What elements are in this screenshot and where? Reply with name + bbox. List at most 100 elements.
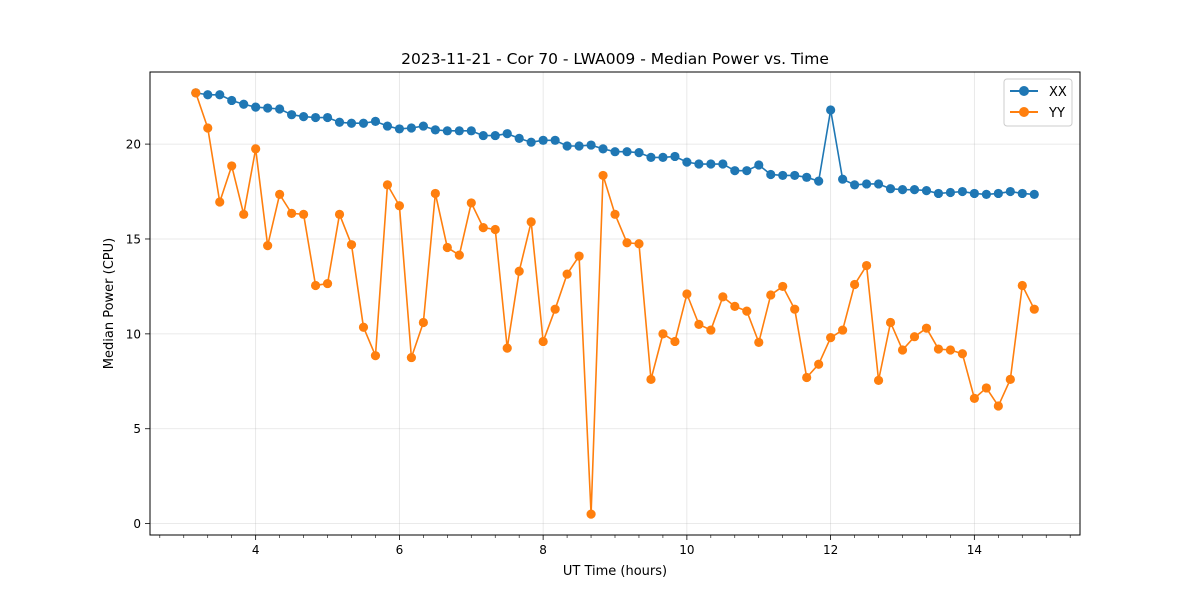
legend: XX YY (1003, 78, 1073, 127)
data-point-xx (646, 152, 656, 162)
data-point-xx (370, 116, 381, 126)
data-point-yy (598, 170, 608, 181)
data-point-xx (574, 141, 584, 151)
data-point-yy (562, 269, 572, 279)
x-tick-label: 4 (252, 543, 260, 557)
data-point-xx (562, 141, 572, 151)
data-point-xx (227, 95, 237, 106)
data-point-yy (885, 317, 896, 328)
data-point-yy (251, 144, 261, 154)
data-point-yy (873, 375, 884, 385)
data-point-xx (442, 126, 452, 136)
data-point-yy (382, 180, 393, 190)
data-point-yy (1029, 304, 1039, 314)
data-point-xx (622, 147, 632, 157)
data-point-xx (526, 137, 536, 147)
data-point-xx (454, 126, 464, 136)
data-point-xx (1017, 188, 1027, 199)
data-point-xx (514, 133, 524, 144)
plot-frame (149, 71, 1081, 536)
data-point-xx (382, 121, 393, 131)
y-axis: 0 5 10 15 20 (126, 138, 150, 531)
data-point-xx (430, 125, 440, 135)
data-point-xx (586, 140, 596, 150)
data-point-yy (945, 345, 956, 355)
data-point-xx (742, 166, 752, 176)
data-point-xx (766, 169, 776, 180)
data-point-xx (310, 112, 321, 123)
data-point-xx (502, 129, 512, 139)
data-point-xx (239, 99, 249, 109)
data-point-yy (909, 332, 920, 342)
data-point-xx (802, 172, 812, 182)
data-point-yy (191, 88, 201, 98)
data-point-xx (885, 184, 896, 194)
data-point-yy (502, 343, 512, 353)
data-point-yy (490, 224, 500, 235)
data-point-yy (766, 290, 776, 300)
data-point-xx (1005, 186, 1015, 197)
data-point-yy (298, 209, 309, 219)
data-point-yy (538, 336, 548, 347)
data-point-xx (550, 135, 560, 145)
data-point-yy (850, 279, 860, 290)
data-point-xx (933, 188, 944, 199)
data-point-yy (742, 306, 752, 316)
data-point-yy (346, 240, 357, 250)
data-point-yy (215, 197, 225, 207)
data-point-yy (682, 289, 692, 299)
data-point-yy (239, 209, 249, 219)
data-point-xx (346, 118, 357, 128)
data-point-yy (838, 325, 848, 335)
data-point-yy (993, 401, 1003, 411)
data-point-yy (550, 304, 560, 314)
data-point-yy (526, 217, 536, 227)
x-axis: 4 6 8 10 12 14 (159, 535, 1071, 557)
data-point-xx (610, 147, 620, 157)
data-point-xx (754, 160, 764, 170)
data-point-xx (706, 159, 716, 169)
data-point-yy (275, 189, 285, 199)
data-point-xx (670, 151, 680, 162)
data-point-xx (694, 159, 704, 169)
data-point-xx (873, 179, 884, 189)
data-point-yy (322, 278, 333, 289)
data-point-xx (287, 110, 297, 120)
series-line-xx (195, 92, 1035, 196)
data-point-xx (969, 188, 979, 199)
data-point-xx (730, 166, 740, 176)
data-point-yy (287, 208, 297, 218)
x-axis-label: UT Time (hours) (563, 564, 667, 579)
chart-title: 2023-11-21 - Cor 70 - LWA009 - Median Po… (401, 50, 829, 68)
data-point-yy (754, 337, 764, 347)
data-point-yy (203, 123, 213, 133)
data-point-xx (251, 102, 261, 112)
data-point-yy (358, 322, 369, 332)
data-point-yy (897, 345, 908, 355)
data-point-xx (897, 185, 908, 195)
data-point-yy (466, 198, 476, 208)
data-point-yy (981, 383, 991, 393)
data-point-yy (406, 352, 416, 363)
data-point-yy (706, 325, 716, 335)
data-point-xx (358, 118, 369, 128)
legend-marker-xx (1019, 86, 1029, 96)
plot-series (191, 88, 1039, 519)
data-point-xx (538, 135, 548, 145)
data-point-yy (1005, 374, 1015, 384)
data-point-xx (718, 159, 728, 169)
data-point-yy (610, 209, 620, 219)
x-tick-label: 14 (967, 543, 982, 557)
data-point-yy (814, 359, 824, 369)
legend-label-xx: XX (1049, 85, 1067, 100)
data-point-yy (670, 336, 680, 347)
data-point-yy (694, 319, 704, 329)
data-point-xx (334, 117, 345, 127)
y-tick-label: 5 (133, 422, 141, 436)
data-point-xx (658, 152, 668, 162)
data-point-xx (945, 187, 956, 198)
x-tick-label: 12 (823, 543, 838, 557)
data-point-xx (993, 188, 1003, 199)
data-point-xx (634, 148, 644, 158)
